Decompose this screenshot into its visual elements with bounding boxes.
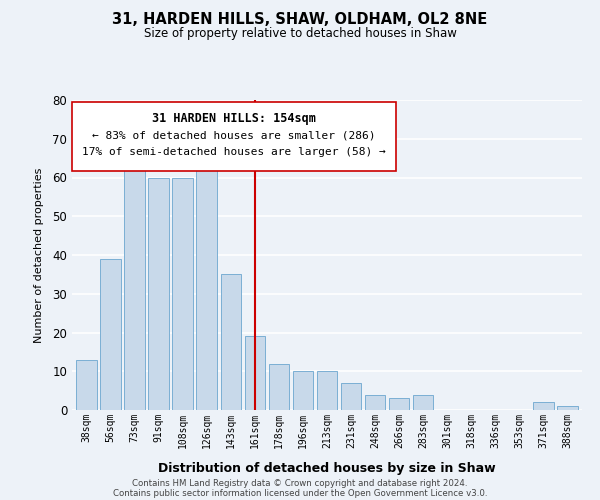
Bar: [533, 402, 554, 410]
Bar: [221, 274, 241, 410]
Bar: [269, 364, 289, 410]
Text: Size of property relative to detached houses in Shaw: Size of property relative to detached ho…: [143, 28, 457, 40]
Bar: [557, 406, 578, 410]
Bar: [413, 394, 433, 410]
Text: Contains public sector information licensed under the Open Government Licence v3: Contains public sector information licen…: [113, 488, 487, 498]
Text: 31 HARDEN HILLS: 154sqm: 31 HARDEN HILLS: 154sqm: [152, 112, 316, 126]
Bar: [172, 178, 193, 410]
Bar: [148, 178, 169, 410]
Bar: [365, 394, 385, 410]
FancyBboxPatch shape: [72, 102, 396, 172]
Bar: [100, 259, 121, 410]
Bar: [317, 371, 337, 410]
Y-axis label: Number of detached properties: Number of detached properties: [34, 168, 44, 342]
Text: 17% of semi-detached houses are larger (58) →: 17% of semi-detached houses are larger (…: [82, 147, 386, 157]
Bar: [245, 336, 265, 410]
Text: ← 83% of detached houses are smaller (286): ← 83% of detached houses are smaller (28…: [92, 130, 376, 140]
Text: 31, HARDEN HILLS, SHAW, OLDHAM, OL2 8NE: 31, HARDEN HILLS, SHAW, OLDHAM, OL2 8NE: [112, 12, 488, 28]
Bar: [196, 162, 217, 410]
Text: Contains HM Land Registry data © Crown copyright and database right 2024.: Contains HM Land Registry data © Crown c…: [132, 478, 468, 488]
X-axis label: Distribution of detached houses by size in Shaw: Distribution of detached houses by size …: [158, 462, 496, 475]
Bar: [76, 360, 97, 410]
Bar: [293, 371, 313, 410]
Bar: [124, 170, 145, 410]
Bar: [389, 398, 409, 410]
Bar: [341, 383, 361, 410]
